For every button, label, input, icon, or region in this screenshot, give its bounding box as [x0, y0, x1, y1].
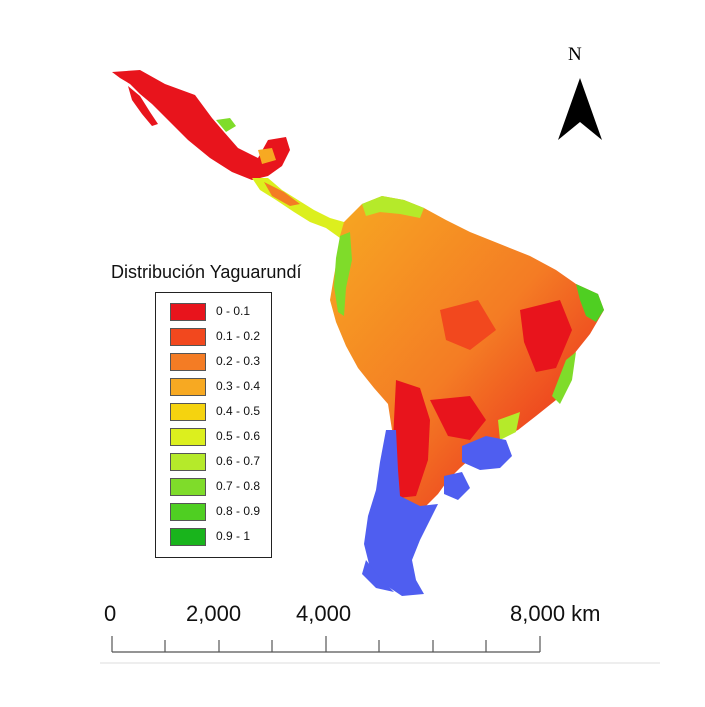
- mexico-region: [112, 70, 290, 180]
- central-america-region: [252, 178, 350, 238]
- legend-label: 0.3 - 0.4: [216, 379, 261, 393]
- legend-swatch: [170, 378, 206, 396]
- patagonia-nodata: [364, 430, 438, 596]
- central-brazil-patch: [440, 300, 496, 350]
- buenos-aires-nodata: [444, 472, 470, 500]
- scale-bar: [111, 636, 541, 653]
- andes-red: [392, 380, 430, 498]
- north-label: N: [568, 44, 582, 65]
- east-tip-green: [576, 284, 604, 322]
- scale-label-8000: 8,000 km: [510, 601, 601, 626]
- mexico-green-patch: [216, 118, 236, 132]
- legend: 0 - 0.1 0.1 - 0.2 0.2 - 0.3 0.3 - 0.4 0.…: [155, 292, 272, 558]
- legend-label: 0.8 - 0.9: [216, 504, 261, 518]
- baja-california: [128, 86, 158, 126]
- legend-label: 0.9 - 1: [216, 529, 251, 543]
- gran-chaco-red: [430, 396, 486, 440]
- east-coast-green: [552, 352, 576, 404]
- legend-title: Distribución Yaguarundí: [111, 262, 302, 282]
- legend-swatch: [170, 428, 206, 446]
- legend-swatch: [170, 303, 206, 321]
- scale-label-4000: 4,000: [296, 601, 352, 626]
- legend-swatch: [170, 453, 206, 471]
- legend-swatch: [170, 478, 206, 496]
- legend-label: 0.7 - 0.8: [216, 479, 261, 493]
- legend-swatch: [170, 403, 206, 421]
- west-coast-green: [334, 232, 352, 316]
- scale-label-0: 0: [104, 601, 117, 626]
- scale-label-2000: 2,000: [186, 601, 242, 626]
- central-america-orange: [264, 182, 300, 206]
- northeast-brazil-red: [520, 300, 572, 372]
- legend-swatch: [170, 353, 206, 371]
- legend-label: 0.6 - 0.7: [216, 454, 261, 468]
- legend-label: 0.4 - 0.5: [216, 404, 261, 418]
- north-arrow-icon: [558, 78, 602, 140]
- north-coast-green: [362, 196, 424, 218]
- tierra-del-fuego-nodata: [362, 560, 394, 592]
- legend-label: 0.2 - 0.3: [216, 354, 261, 368]
- legend-label: 0 - 0.1: [216, 304, 251, 318]
- yucatan-patch: [258, 148, 276, 164]
- legend-swatch: [170, 503, 206, 521]
- uruguay-nodata: [462, 436, 512, 470]
- legend-swatch: [170, 528, 206, 546]
- southeast-green: [498, 412, 520, 440]
- legend-swatch: [170, 328, 206, 346]
- legend-label: 0.1 - 0.2: [216, 329, 261, 343]
- legend-label: 0.5 - 0.6: [216, 429, 261, 443]
